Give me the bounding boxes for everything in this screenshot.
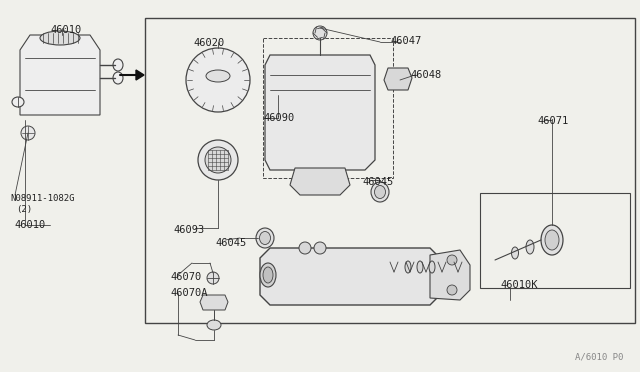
Circle shape	[313, 26, 327, 40]
Ellipse shape	[260, 263, 276, 287]
Polygon shape	[384, 68, 412, 90]
Ellipse shape	[263, 267, 273, 283]
Circle shape	[447, 255, 457, 265]
Ellipse shape	[405, 261, 411, 273]
Bar	[145, 18, 635, 323]
Bar	[480, 193, 630, 288]
Ellipse shape	[511, 247, 518, 259]
Text: 46071: 46071	[537, 116, 568, 126]
Circle shape	[314, 242, 326, 254]
Ellipse shape	[417, 261, 423, 273]
Ellipse shape	[40, 31, 80, 45]
Ellipse shape	[545, 230, 559, 250]
Ellipse shape	[371, 182, 389, 202]
Text: 46093: 46093	[173, 225, 204, 235]
Circle shape	[207, 272, 219, 284]
Circle shape	[299, 242, 311, 254]
Circle shape	[198, 140, 238, 180]
Polygon shape	[430, 250, 470, 300]
Ellipse shape	[206, 70, 230, 82]
Polygon shape	[265, 55, 375, 170]
Circle shape	[205, 147, 231, 173]
Text: N08911-1082G: N08911-1082G	[10, 194, 74, 203]
Ellipse shape	[12, 97, 24, 107]
Ellipse shape	[526, 240, 534, 254]
Polygon shape	[290, 168, 350, 195]
Circle shape	[21, 126, 35, 140]
Polygon shape	[20, 35, 100, 115]
Ellipse shape	[207, 320, 221, 330]
Polygon shape	[260, 248, 440, 305]
Ellipse shape	[259, 231, 271, 244]
Ellipse shape	[113, 59, 123, 71]
Ellipse shape	[113, 72, 123, 84]
Text: 46020: 46020	[193, 38, 224, 48]
Text: 46048: 46048	[410, 70, 441, 80]
Polygon shape	[200, 295, 228, 310]
Text: 46010: 46010	[50, 25, 81, 35]
Ellipse shape	[429, 261, 435, 273]
Ellipse shape	[374, 186, 385, 199]
Text: 46045: 46045	[215, 238, 246, 248]
Ellipse shape	[541, 225, 563, 255]
Circle shape	[447, 285, 457, 295]
Text: 46090: 46090	[263, 113, 294, 123]
Polygon shape	[136, 70, 144, 80]
Bar	[263, 38, 393, 178]
Text: 46070: 46070	[170, 272, 201, 282]
Text: A/6010 P0: A/6010 P0	[575, 352, 623, 361]
Circle shape	[186, 48, 250, 112]
Text: 46010K: 46010K	[500, 280, 538, 290]
Text: 46010: 46010	[14, 220, 45, 230]
Text: 46047: 46047	[390, 36, 421, 46]
Text: (2): (2)	[16, 205, 32, 214]
Ellipse shape	[256, 228, 274, 248]
Text: 46045: 46045	[362, 177, 393, 187]
Text: 46070A: 46070A	[170, 288, 207, 298]
